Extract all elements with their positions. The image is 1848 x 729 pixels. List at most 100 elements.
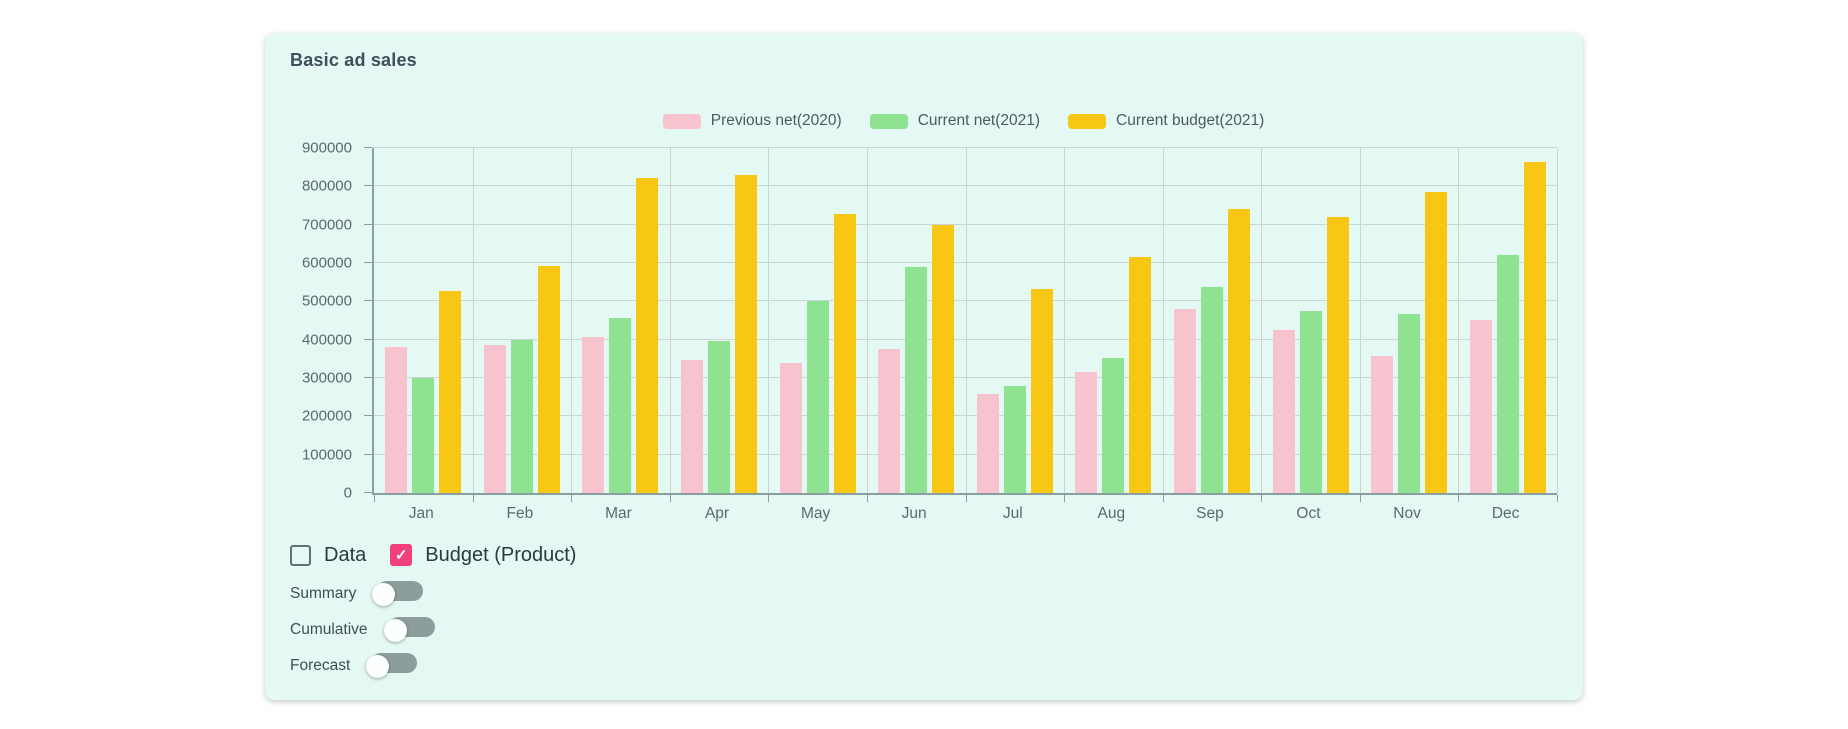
bar-current-budget-2021-aug[interactable] xyxy=(1129,256,1152,493)
x-axis-tick-icon xyxy=(571,495,573,502)
checkbox-label-data[interactable]: Data xyxy=(324,543,367,566)
x-axis-label-sep: Sep xyxy=(1196,505,1224,522)
y-axis-tick-icon xyxy=(364,338,372,340)
bar-group-jun xyxy=(867,148,966,493)
bar-current-budget-2021-nov[interactable] xyxy=(1425,191,1448,493)
bar-previous-net-2020-sep[interactable] xyxy=(1173,309,1196,493)
bar-current-net-2021-aug[interactable] xyxy=(1102,358,1125,493)
toggle-row-forecast: Forecast xyxy=(290,652,576,679)
bar-current-net-2021-dec[interactable] xyxy=(1496,254,1519,493)
x-axis-label-dec: Dec xyxy=(1491,505,1520,522)
bar-current-budget-2021-jun[interactable] xyxy=(932,224,955,493)
checkbox-item-data[interactable]: Data xyxy=(290,544,366,567)
legend-item-current-budget-2021[interactable]: Current budget(2021) xyxy=(1068,112,1264,130)
y-axis-tick-icon xyxy=(364,453,372,455)
x-axis-label-feb: Feb xyxy=(506,505,534,522)
bar-previous-net-2020-jan[interactable] xyxy=(385,346,408,493)
chart-controls: Data ✓ Budget (Product) Summary Cumulative F… xyxy=(290,539,576,679)
page-title: Basic ad sales xyxy=(290,50,417,70)
bar-group-aug xyxy=(1064,148,1163,493)
y-axis-label: 200000 xyxy=(301,407,352,425)
bar-chart-plot xyxy=(364,147,1558,502)
bar-previous-net-2020-mar[interactable] xyxy=(582,337,605,493)
legend-item-previous-net-2020[interactable]: Previous net(2020) xyxy=(662,112,842,130)
bar-current-budget-2021-sep[interactable] xyxy=(1227,208,1250,493)
checkbox-budget-product[interactable]: ✓ xyxy=(390,544,413,566)
legend-item-current-net-2021[interactable]: Current net(2021) xyxy=(869,112,1041,130)
gridline-vertical xyxy=(1064,148,1066,493)
bar-previous-net-2020-jul[interactable] xyxy=(976,393,999,493)
x-axis-tick-icon xyxy=(472,495,474,502)
bar-current-net-2021-mar[interactable] xyxy=(609,317,632,493)
bar-current-net-2021-nov[interactable] xyxy=(1398,313,1421,493)
x-axis-label-oct: Oct xyxy=(1296,505,1321,522)
checkbox-item-budget-product[interactable]: ✓ Budget (Product) xyxy=(390,544,576,567)
y-axis-label: 600000 xyxy=(301,254,352,272)
x-axis-label-aug: Aug xyxy=(1097,505,1126,522)
y-axis-tick-icon xyxy=(364,492,372,493)
bar-current-net-2021-may[interactable] xyxy=(806,300,829,493)
gridline-vertical xyxy=(1458,148,1460,493)
toggle-summary[interactable] xyxy=(372,580,426,607)
bar-previous-net-2020-may[interactable] xyxy=(779,362,802,493)
bar-previous-net-2020-nov[interactable] xyxy=(1371,356,1394,493)
bar-current-budget-2021-oct[interactable] xyxy=(1326,217,1349,493)
y-axis-label: 800000 xyxy=(301,177,352,195)
y-axis-label: 300000 xyxy=(301,369,352,387)
bar-group-jul xyxy=(966,148,1065,493)
bar-group-may xyxy=(768,148,867,493)
bar-current-net-2021-feb[interactable] xyxy=(510,340,533,493)
bar-current-net-2021-sep[interactable] xyxy=(1200,287,1223,493)
bar-current-net-2021-jan[interactable] xyxy=(412,377,435,493)
bar-group-oct xyxy=(1261,148,1360,493)
bar-current-net-2021-jul[interactable] xyxy=(1003,386,1026,493)
bar-previous-net-2020-feb[interactable] xyxy=(483,345,506,493)
x-axis-label-mar: Mar xyxy=(605,505,632,522)
bar-current-budget-2021-apr[interactable] xyxy=(735,175,758,493)
bar-previous-net-2020-dec[interactable] xyxy=(1469,319,1492,493)
bar-current-budget-2021-mar[interactable] xyxy=(636,177,659,493)
bar-current-budget-2021-jul[interactable] xyxy=(1030,289,1053,493)
x-axis-tick-icon xyxy=(669,495,671,502)
legend-label: Current net(2021) xyxy=(917,112,1041,129)
toggle-cumulative[interactable] xyxy=(383,616,438,643)
y-axis-label: 500000 xyxy=(301,292,352,310)
bar-current-net-2021-jun[interactable] xyxy=(905,267,928,493)
toggle-thumb xyxy=(366,655,390,678)
bar-previous-net-2020-aug[interactable] xyxy=(1075,372,1098,493)
bar-previous-net-2020-oct[interactable] xyxy=(1272,330,1295,493)
checkbox-label-budget-product[interactable]: Budget (Product) xyxy=(425,543,577,566)
y-axis-tick-icon xyxy=(364,300,372,302)
gridline-vertical xyxy=(1557,148,1558,493)
bar-current-net-2021-apr[interactable] xyxy=(708,340,731,493)
x-axis-tick-icon xyxy=(1359,495,1361,502)
bar-current-budget-2021-jan[interactable] xyxy=(439,291,462,493)
bar-current-net-2021-oct[interactable] xyxy=(1299,310,1322,493)
bar-current-budget-2021-may[interactable] xyxy=(833,214,856,493)
toggle-label-summary: Summary xyxy=(290,584,357,602)
toggle-row-cumulative: Cumulative xyxy=(290,616,576,643)
gridline-vertical xyxy=(768,148,770,493)
x-axis-tick-icon xyxy=(866,495,868,502)
toggle-label-cumulative: Cumulative xyxy=(290,620,368,638)
legend-label: Previous net(2020) xyxy=(710,112,842,129)
x-axis-tick-icon xyxy=(1162,495,1164,502)
y-axis-tick-icon xyxy=(364,147,372,148)
toggle-forecast[interactable] xyxy=(366,652,420,679)
legend-swatch-icon xyxy=(662,113,701,129)
checkbox-data[interactable] xyxy=(290,544,311,566)
bar-previous-net-2020-apr[interactable] xyxy=(681,359,704,493)
bar-previous-net-2020-jun[interactable] xyxy=(878,349,901,493)
bar-current-budget-2021-feb[interactable] xyxy=(537,265,560,493)
toggle-label-forecast: Forecast xyxy=(290,656,351,674)
bar-group-jan xyxy=(374,148,473,493)
x-axis-tick-icon xyxy=(965,495,967,502)
gridline-vertical xyxy=(472,148,474,493)
y-axis-tick-icon xyxy=(364,377,372,378)
y-axis-label: 900000 xyxy=(301,139,352,157)
toggle-rows: Summary Cumulative Forecast xyxy=(290,580,576,679)
bar-current-budget-2021-dec[interactable] xyxy=(1523,161,1546,493)
bar-group-nov xyxy=(1360,148,1459,493)
gridline-horizontal xyxy=(374,147,1557,148)
gridline-vertical xyxy=(965,148,967,493)
